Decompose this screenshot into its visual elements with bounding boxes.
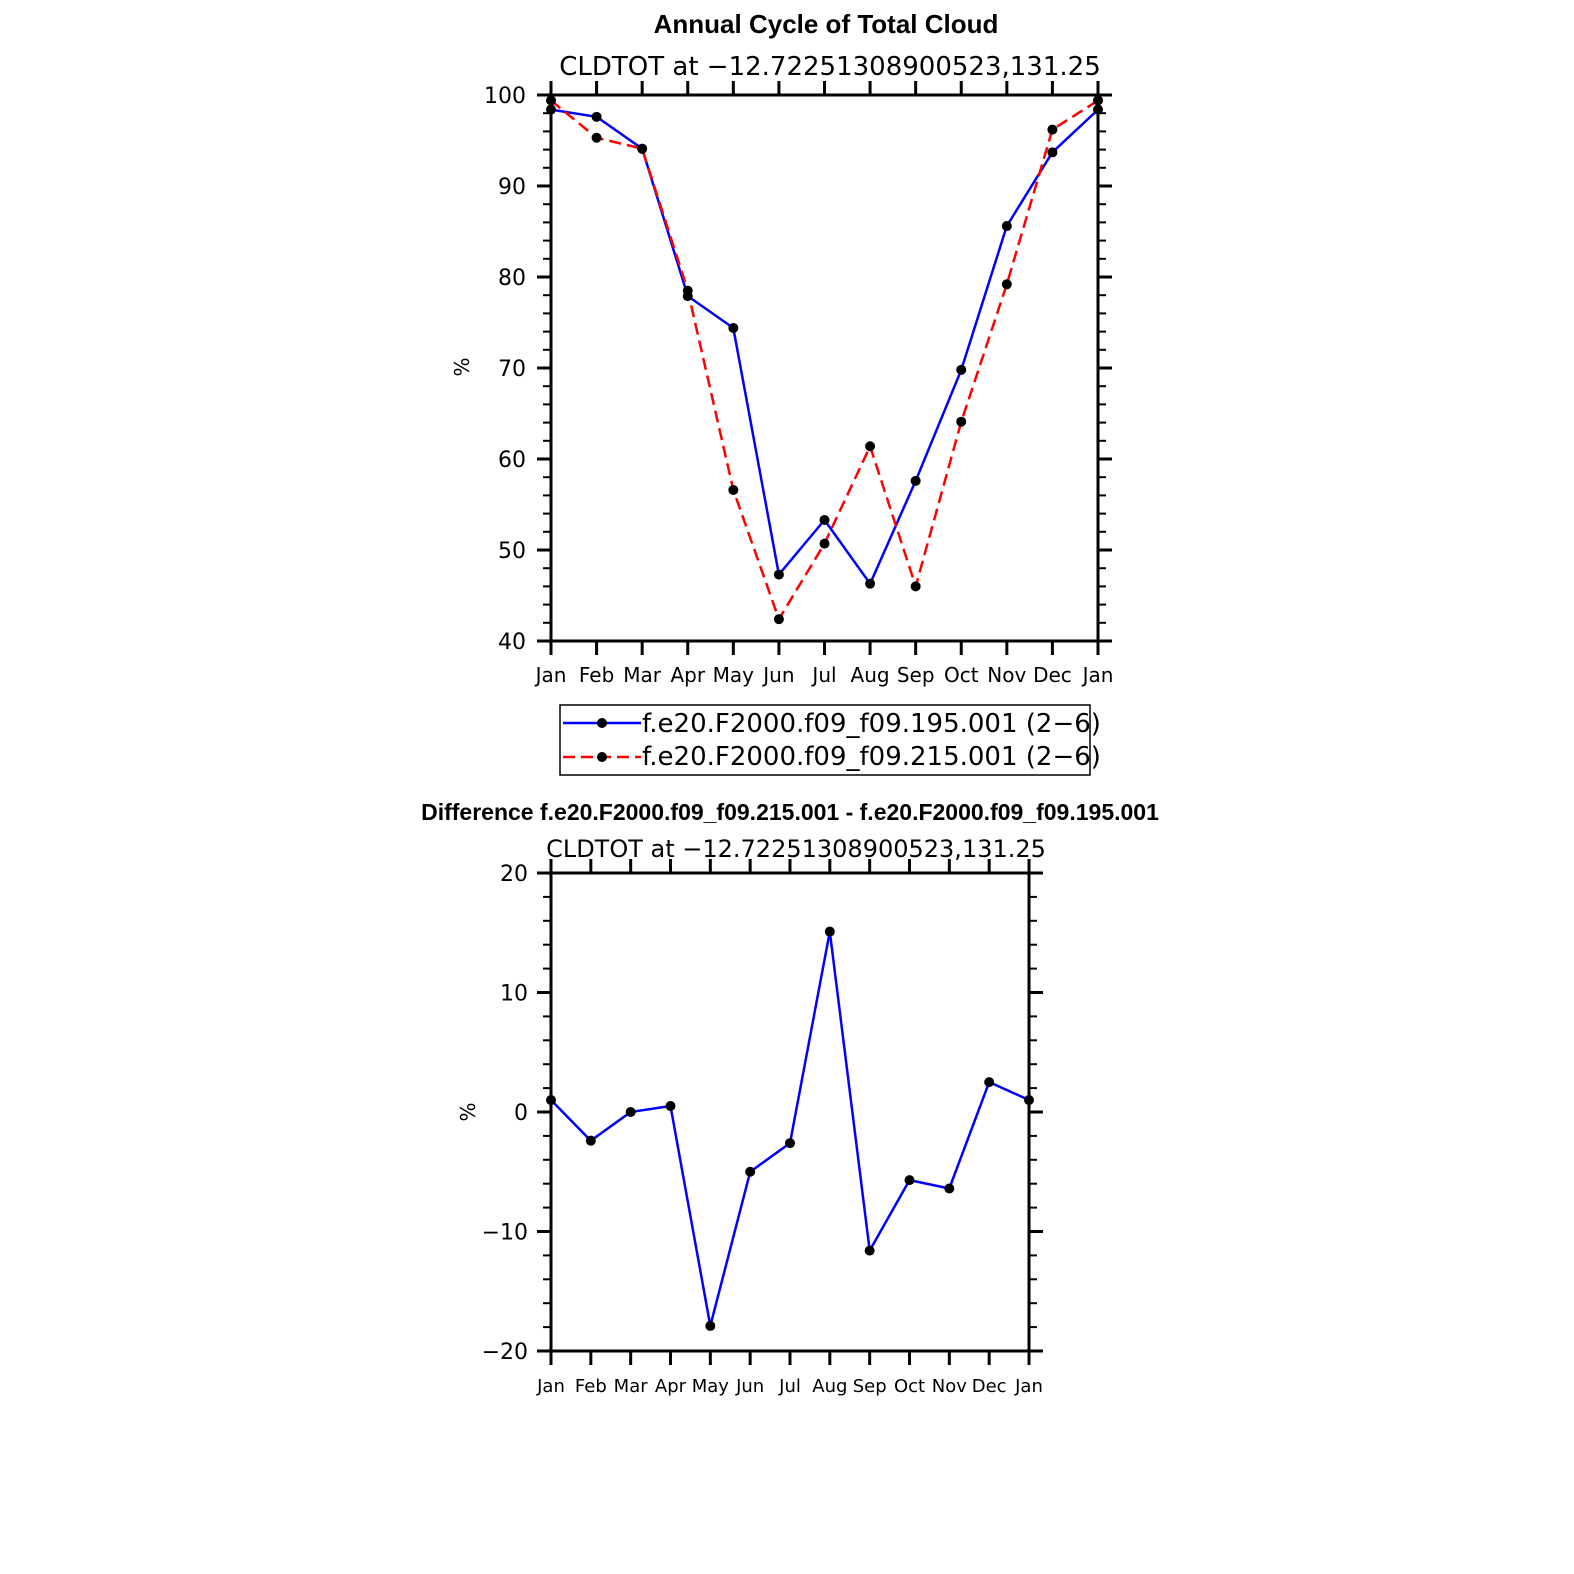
data-point-marker (585, 1135, 596, 1146)
data-point-marker (705, 1320, 716, 1331)
data-point-marker (819, 538, 830, 549)
x-tick-label: Nov (987, 663, 1026, 687)
data-point-marker (824, 926, 835, 937)
x-tick-label: Oct (944, 663, 979, 687)
x-tick-label: Dec (1033, 663, 1072, 687)
data-point-marker (956, 416, 967, 427)
data-point-marker (819, 514, 830, 525)
x-tick-label: May (713, 663, 755, 687)
x-tick-label: Aug (812, 1376, 847, 1397)
difference-chart: Difference f.e20.F2000.f09_f09.215.001 -… (421, 799, 1159, 1397)
data-point-marker (865, 578, 876, 589)
data-point-marker (1001, 221, 1012, 232)
data-point-marker (1047, 124, 1058, 135)
x-tick-label: Mar (623, 663, 662, 687)
y-tick-label: 20 (500, 862, 528, 887)
x-tick-label: Jan (1081, 663, 1114, 687)
x-tick-label: Jan (1014, 1376, 1043, 1397)
chart1-series (546, 95, 1103, 625)
data-point-marker (745, 1166, 756, 1177)
y-tick-label: 90 (498, 175, 526, 200)
x-tick-label: Jun (761, 663, 794, 687)
chart1-y-tick-labels: 40 50 60 70 80 90 100 (484, 84, 526, 655)
data-point-marker (904, 1175, 915, 1186)
chart2-axes-ticks (537, 859, 1043, 1365)
chart2-series (546, 926, 1034, 1331)
legend-label-series-a: f.e20.F2000.f09_f09.195.001 (2−6) (642, 709, 1101, 739)
data-point-marker (864, 1245, 875, 1256)
chart1-x-tick-labels: Jan Feb Mar Apr May Jun Jul Aug Sep Oct Nov Dec Jan (534, 663, 1114, 687)
data-point-marker (625, 1107, 636, 1117)
chart1-plot-frame (549, 93, 1100, 643)
legend-marker-series-a (597, 718, 607, 728)
data-point-marker (728, 322, 739, 333)
x-tick-label: Feb (575, 1376, 607, 1397)
legend-label-series-b: f.e20.F2000.f09_f09.215.001 (2−6) (642, 742, 1101, 772)
y-tick-label: 60 (498, 448, 526, 473)
chart2-y-tick-labels: −20 −10 0 10 20 (482, 862, 528, 1365)
chart1-ylabel: % (450, 357, 474, 376)
data-point-marker (910, 581, 921, 592)
y-tick-label: −10 (482, 1221, 528, 1246)
chart2-plot-frame (549, 871, 1031, 1353)
chart1-axes-ticks (537, 81, 1112, 655)
x-tick-label: Jan (536, 1376, 565, 1397)
chart2-ylabel: % (456, 1102, 480, 1121)
x-tick-label: Feb (579, 663, 614, 687)
series-line-0 (550, 108, 1099, 585)
chart1-title: Annual Cycle of Total Cloud (654, 9, 999, 39)
data-point-marker (865, 441, 876, 452)
data-point-marker (591, 132, 602, 143)
y-tick-label: 100 (484, 84, 526, 109)
data-point-marker (591, 111, 602, 122)
data-point-marker (1047, 147, 1058, 158)
x-tick-label: Apr (655, 1376, 687, 1397)
x-tick-label: Oct (894, 1376, 925, 1397)
legend-entry-series-a: f.e20.F2000.f09_f09.195.001 (2−6) (563, 709, 1101, 739)
y-tick-label: 0 (514, 1101, 528, 1126)
y-tick-label: 50 (498, 539, 526, 564)
y-tick-label: −20 (482, 1340, 528, 1365)
annual-cycle-chart: Annual Cycle of Total Cloud CLDTOT at −1… (450, 9, 1114, 776)
data-point-marker (1001, 279, 1012, 290)
data-point-marker (773, 569, 784, 580)
legend-entry-series-b: f.e20.F2000.f09_f09.215.001 (2−6) (563, 742, 1101, 772)
legend-marker-series-b (597, 752, 607, 762)
x-tick-label: May (692, 1376, 730, 1397)
x-tick-label: Mar (614, 1376, 649, 1397)
x-tick-label: Dec (972, 1376, 1007, 1397)
x-tick-label: Jul (810, 663, 836, 687)
data-point-marker (637, 143, 648, 154)
data-point-marker (956, 364, 967, 375)
y-tick-label: 10 (500, 982, 528, 1007)
chart2-x-tick-labels: Jan Feb Mar Apr May Jun Jul Aug Sep Oct Nov Dec Jan (536, 1376, 1043, 1397)
data-point-marker (682, 285, 693, 296)
x-tick-label: Jun (735, 1376, 764, 1397)
y-tick-label: 70 (498, 357, 526, 382)
y-tick-label: 40 (498, 630, 526, 655)
data-point-marker (773, 614, 784, 625)
series-line-0 (550, 930, 1030, 1328)
x-tick-label: Jan (534, 663, 567, 687)
chart1-subtitle: CLDTOT at −12.72251308900523,131.25 (559, 52, 1101, 82)
chart1-legend: f.e20.F2000.f09_f09.195.001 (2−6) f.e20.… (559, 704, 1101, 776)
y-tick-label: 80 (498, 266, 526, 291)
data-point-marker (910, 475, 921, 486)
chart2-subtitle: CLDTOT at −12.72251308900523,131.25 (546, 835, 1046, 863)
data-point-marker (665, 1101, 676, 1112)
data-point-marker (785, 1138, 795, 1149)
x-tick-label: Aug (851, 663, 890, 687)
x-tick-label: Nov (932, 1376, 967, 1397)
x-tick-label: Apr (670, 663, 705, 687)
x-tick-label: Jul (778, 1376, 801, 1397)
chart2-title: Difference f.e20.F2000.f09_f09.215.001 -… (421, 799, 1159, 825)
data-point-marker (728, 484, 739, 495)
data-point-marker (984, 1077, 995, 1088)
x-tick-label: Sep (853, 1376, 887, 1397)
x-tick-label: Sep (897, 663, 935, 687)
data-point-marker (944, 1183, 955, 1194)
legend-box (559, 704, 1091, 776)
